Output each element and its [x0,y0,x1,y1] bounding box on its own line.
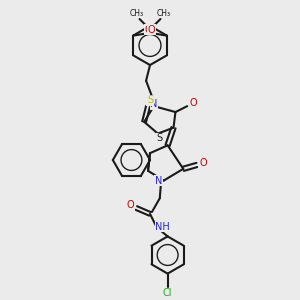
Text: Cl: Cl [163,288,172,298]
Text: S: S [147,95,153,105]
Text: CH₃: CH₃ [156,9,170,18]
Text: O: O [127,200,134,210]
Text: CH₃: CH₃ [130,9,144,18]
Text: O: O [199,158,207,168]
Text: S: S [157,134,163,143]
Text: O: O [148,25,155,35]
Text: N: N [150,99,158,109]
Text: N: N [155,176,163,186]
Text: O: O [145,25,152,35]
Text: O: O [189,98,197,108]
Text: NH: NH [155,222,170,232]
